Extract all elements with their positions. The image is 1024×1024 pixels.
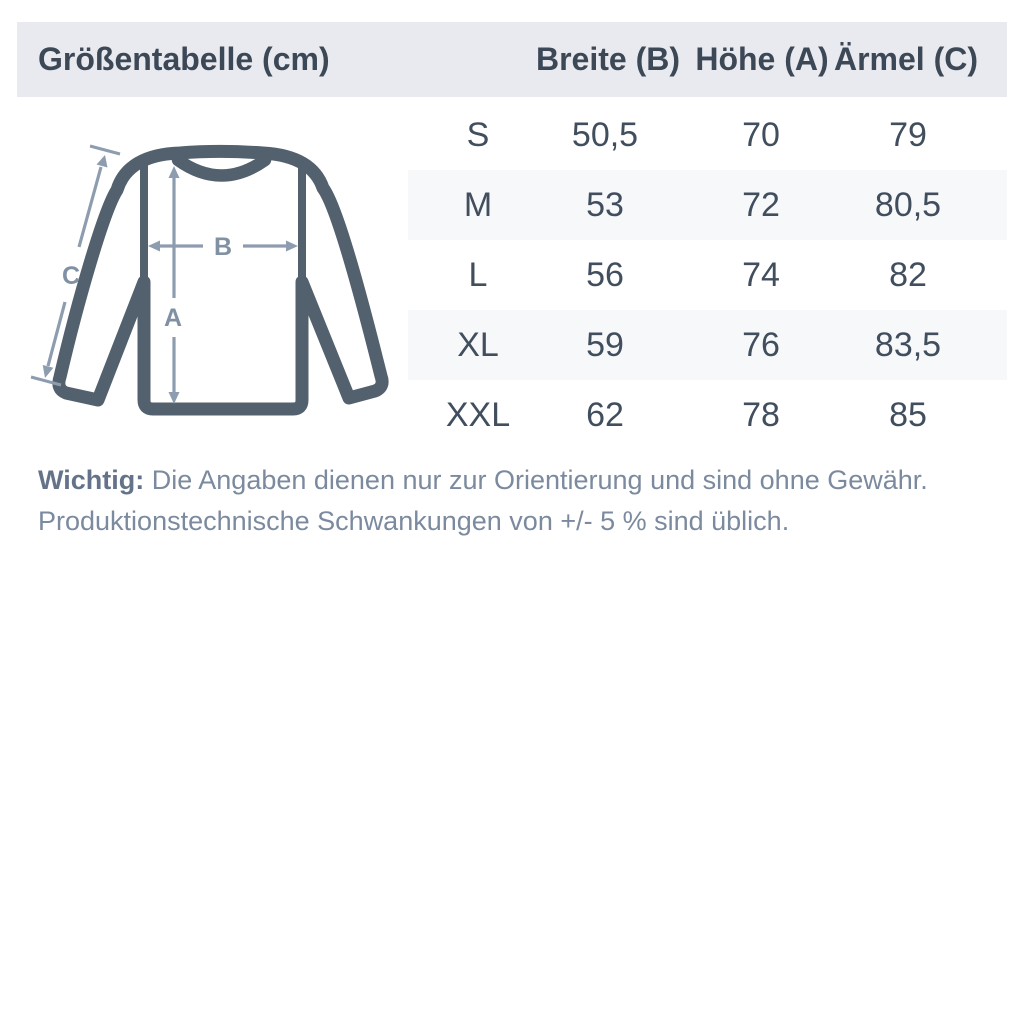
disclaimer-note: Wichtig: Die Angaben dienen nur zur Orie… xyxy=(38,460,928,542)
table-row: XL 59 76 83,5 xyxy=(408,310,1007,380)
hoehe-cell: 72 xyxy=(742,185,780,224)
sweater-outline-icon xyxy=(52,145,389,416)
disclaimer-line1: Die Angaben dienen nur zur Orientierung … xyxy=(151,465,928,495)
column-header-breite: Breite (B) xyxy=(535,41,681,77)
table-header-bar: Größentabelle (cm) Breite (B) Höhe (A) Ä… xyxy=(17,22,1007,97)
aermel-cell: 80,5 xyxy=(874,185,942,224)
size-cell: XXL xyxy=(445,395,511,434)
table-row: XXL 62 78 85 xyxy=(408,380,1007,450)
dimension-label-c: C xyxy=(62,262,80,290)
hoehe-cell: 74 xyxy=(742,255,780,294)
width-arrow-icon xyxy=(148,240,298,252)
breite-cell: 59 xyxy=(586,325,624,364)
page-title: Größentabelle (cm) xyxy=(38,41,330,77)
size-table: S 50,5 70 79 M 53 72 80,5 L 56 74 82 XL … xyxy=(17,100,1007,450)
column-header-aermel: Ärmel (C) xyxy=(833,41,979,77)
aermel-cell: 85 xyxy=(889,395,927,434)
breite-cell: 62 xyxy=(586,395,624,434)
size-cell: L xyxy=(468,255,488,294)
hoehe-cell: 76 xyxy=(742,325,780,364)
sleeve-arrow-icon xyxy=(30,144,121,387)
height-arrow-icon xyxy=(168,166,180,404)
dimension-label-a: A xyxy=(164,304,182,332)
disclaimer-line2: Produktionstechnische Schwankungen von +… xyxy=(38,506,790,536)
breite-cell: 56 xyxy=(586,255,624,294)
column-header-hoehe: Höhe (A) xyxy=(695,41,829,77)
table-row: S 50,5 70 79 xyxy=(408,100,1007,170)
disclaimer-label: Wichtig: xyxy=(38,465,145,495)
hoehe-cell: 78 xyxy=(742,395,780,434)
sweater-diagram: A B C xyxy=(30,144,389,416)
breite-cell: 50,5 xyxy=(571,115,639,154)
table-row: L 56 74 82 xyxy=(408,240,1007,310)
size-cell: XL xyxy=(457,325,499,364)
aermel-cell: 79 xyxy=(889,115,927,154)
size-cell: M xyxy=(463,185,493,224)
aermel-cell: 83,5 xyxy=(874,325,942,364)
aermel-cell: 82 xyxy=(889,255,927,294)
table-row: M 53 72 80,5 xyxy=(408,170,1007,240)
size-chart-panel: Größentabelle (cm) Breite (B) Höhe (A) Ä… xyxy=(17,22,1007,450)
size-cell: S xyxy=(466,115,490,154)
hoehe-cell: 70 xyxy=(742,115,780,154)
breite-cell: 53 xyxy=(586,185,624,224)
dimension-label-b: B xyxy=(214,233,232,261)
